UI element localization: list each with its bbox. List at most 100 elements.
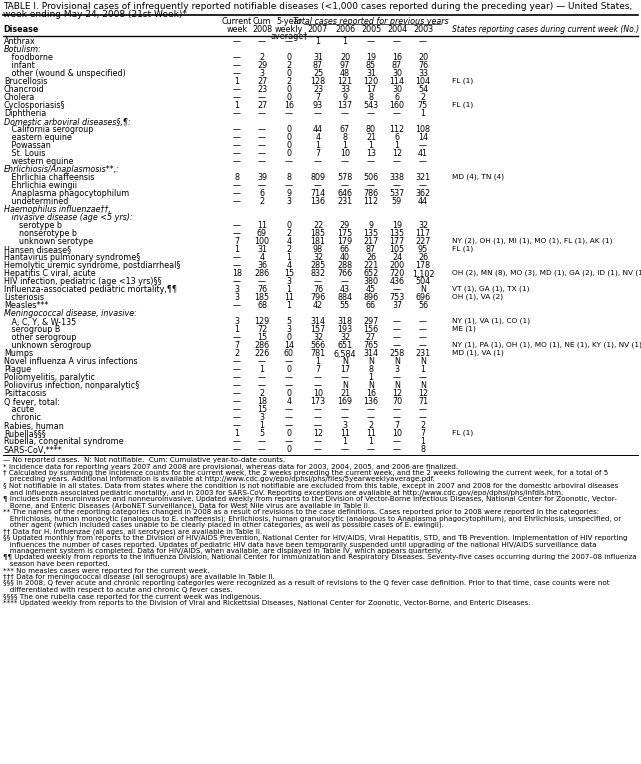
Text: 338: 338 [390,173,404,183]
Text: —: — [285,406,293,415]
Text: 15: 15 [257,334,267,342]
Text: 2004: 2004 [387,25,407,34]
Text: —: — [233,413,241,422]
Text: —: — [393,413,401,422]
Text: —: — [419,334,427,342]
Text: 506: 506 [363,173,379,183]
Text: 362: 362 [415,189,431,199]
Text: Plague: Plague [4,365,31,374]
Text: —: — [419,342,427,351]
Text: 30: 30 [392,70,402,79]
Text: 2: 2 [420,422,426,430]
Text: 95: 95 [418,245,428,254]
Text: 76: 76 [257,286,267,294]
Text: 43: 43 [340,286,350,294]
Text: 39: 39 [257,173,267,183]
Text: Psittacosis: Psittacosis [4,390,46,399]
Text: —: — [258,381,266,390]
Text: 3: 3 [287,325,292,335]
Text: 2: 2 [287,77,292,86]
Text: 1: 1 [260,365,265,374]
Text: 2: 2 [420,93,426,102]
Text: 37: 37 [392,302,402,310]
Text: —: — [233,61,241,70]
Text: **** Updated weekly from reports to the Division of Viral and Rickettsial Diseas: **** Updated weekly from reports to the … [3,600,531,606]
Text: MD (4), TN (4): MD (4), TN (4) [452,173,504,180]
Text: 786: 786 [363,189,379,199]
Text: 1: 1 [420,109,426,118]
Text: —: — [314,182,322,190]
Text: N: N [394,381,400,390]
Text: 3: 3 [260,413,265,422]
Text: FL (1): FL (1) [452,77,473,84]
Text: 18: 18 [257,397,267,406]
Text: —: — [367,445,375,455]
Text: 5-year: 5-year [276,17,302,26]
Text: 4: 4 [287,397,292,406]
Text: 157: 157 [310,325,326,335]
Text: 80: 80 [366,125,376,134]
Text: —: — [419,37,427,47]
Text: 2006: 2006 [335,25,355,34]
Text: 1: 1 [287,254,292,263]
Text: —: — [233,445,241,455]
Text: —: — [233,182,241,190]
Text: average†: average† [271,32,308,41]
Text: invasive disease (age <5 yrs):: invasive disease (age <5 yrs): [4,213,133,222]
Text: —: — [233,365,241,374]
Text: 2: 2 [235,349,240,358]
Text: 1: 1 [235,77,240,86]
Text: 9: 9 [342,93,347,102]
Text: 16: 16 [284,102,294,111]
Text: 12: 12 [392,150,402,158]
Text: Botulism:: Botulism: [4,46,42,54]
Text: —: — [341,182,349,190]
Text: 4: 4 [260,254,265,263]
Text: 2: 2 [287,229,292,238]
Text: 75: 75 [418,102,428,111]
Text: —: — [419,182,427,190]
Text: 20: 20 [340,53,350,63]
Text: 0: 0 [287,70,292,79]
Text: 70: 70 [392,397,402,406]
Text: 7: 7 [394,422,399,430]
Text: *** No measles cases were reported for the current week.: *** No measles cases were reported for t… [3,568,210,574]
Text: 185: 185 [254,293,270,303]
Text: 1: 1 [342,438,347,446]
Text: —: — [419,318,427,326]
Text: 67: 67 [340,125,350,134]
Text: Cyclosporiasis§: Cyclosporiasis§ [4,102,65,111]
Text: * Incidence data for reporting years 2007 and 2008 are provisional, whereas data: * Incidence data for reporting years 200… [3,464,458,470]
Text: —: — [341,374,349,383]
Text: —: — [233,189,241,199]
Text: 24: 24 [392,254,402,263]
Text: —: — [233,390,241,399]
Text: —: — [314,109,322,118]
Text: season have been reported.: season have been reported. [3,561,110,567]
Text: 16: 16 [392,53,402,63]
Text: —: — [367,182,375,190]
Text: 221: 221 [363,261,379,270]
Text: 217: 217 [363,238,379,247]
Text: 504: 504 [415,277,431,286]
Text: 6: 6 [394,134,399,143]
Text: —: — [233,198,241,206]
Text: TABLE I. Provisional cases of infrequently reported notifiable diseases (<1,000 : TABLE I. Provisional cases of infrequent… [3,2,632,11]
Text: Q fever, total:: Q fever, total: [4,397,60,406]
Text: 227: 227 [415,238,431,247]
Text: 3: 3 [287,198,292,206]
Text: 3: 3 [394,365,399,374]
Text: —: — [233,358,241,367]
Text: 1: 1 [420,365,426,374]
Text: 13: 13 [366,150,376,158]
Text: 25: 25 [313,70,323,79]
Text: —: — [233,222,241,231]
Text: 1: 1 [342,141,347,151]
Text: 3: 3 [342,422,347,430]
Text: 2007: 2007 [308,25,328,34]
Text: 652: 652 [363,270,379,279]
Text: —: — [233,438,241,446]
Text: 436: 436 [390,277,404,286]
Text: 26: 26 [366,254,376,263]
Text: 7: 7 [420,429,426,439]
